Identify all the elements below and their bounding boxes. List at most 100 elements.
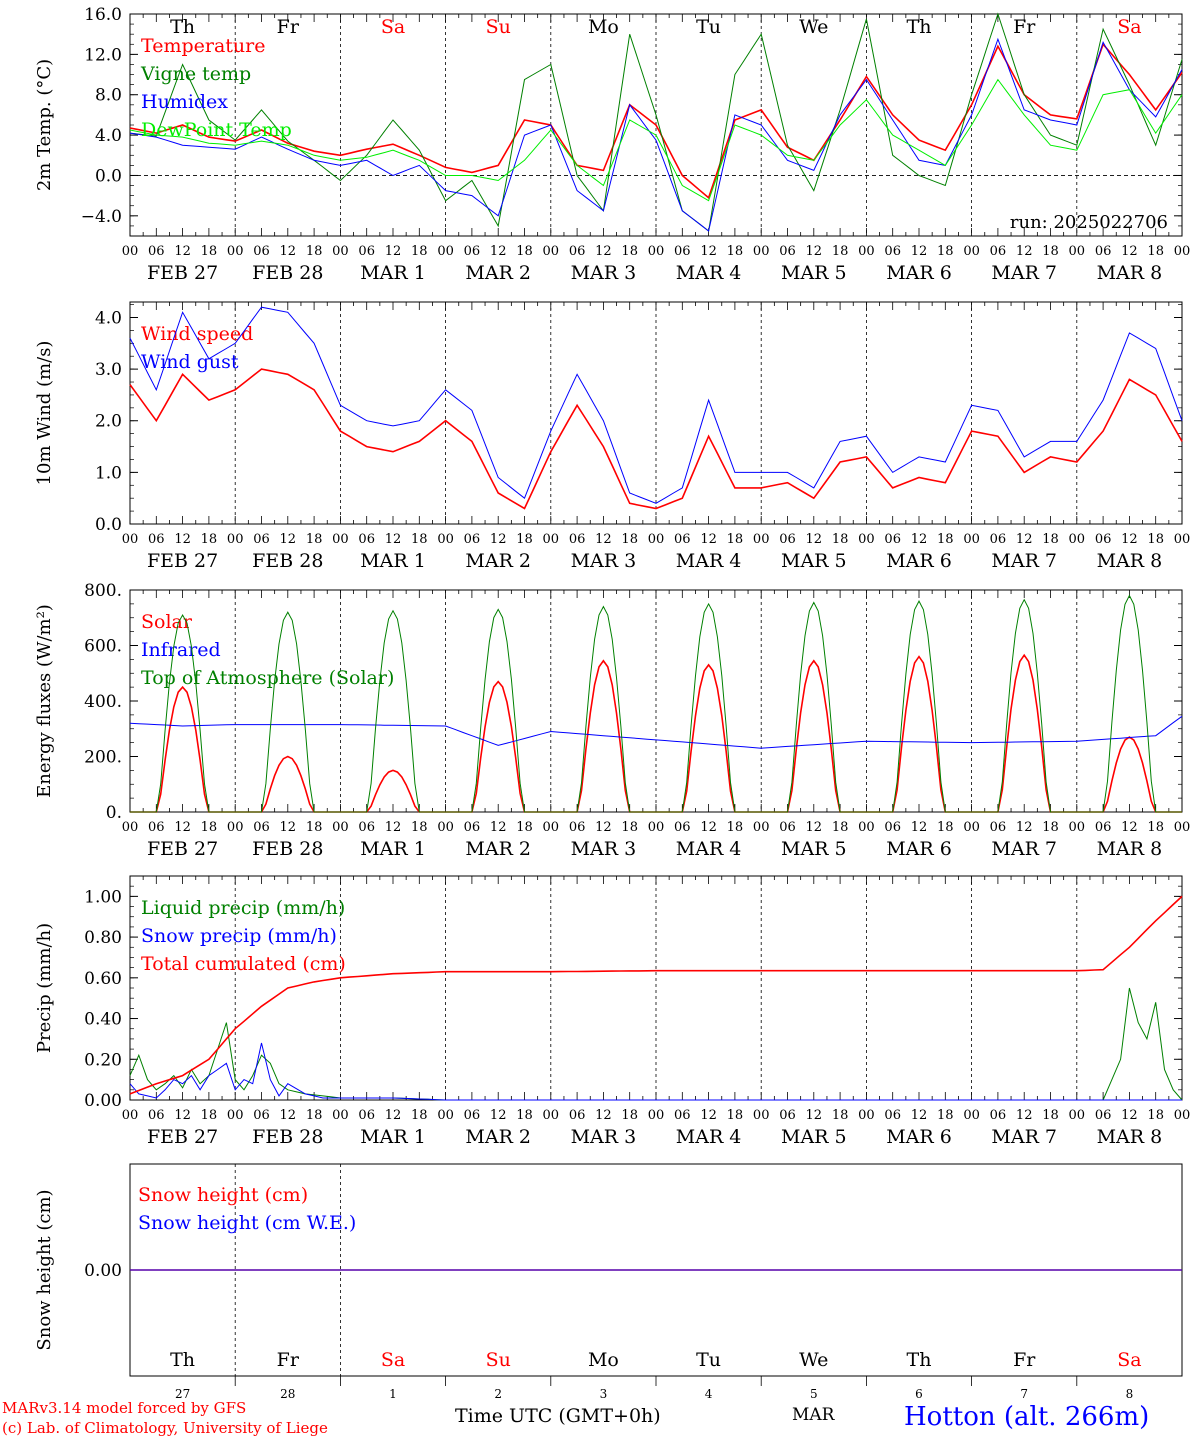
run-annotation: run: 2025022706 xyxy=(1010,212,1168,233)
hour-tick-label: 12 xyxy=(911,244,928,259)
hour-tick-label: 06 xyxy=(779,820,796,835)
hour-tick-label: 06 xyxy=(779,244,796,259)
hour-tick-label: 00 xyxy=(543,532,560,547)
date-label: MAR 3 xyxy=(571,262,637,284)
hour-tick-label: 00 xyxy=(332,820,349,835)
legend-label: Snow precip (mm/h) xyxy=(141,925,337,947)
date-label: MAR 6 xyxy=(886,1126,952,1148)
hour-tick-label: 00 xyxy=(963,820,980,835)
legend-label: Liquid precip (mm/h) xyxy=(141,897,345,919)
hour-tick-label: 00 xyxy=(437,532,454,547)
date-label: FEB 28 xyxy=(252,550,323,572)
date-label: MAR 1 xyxy=(360,838,426,860)
hour-tick-label: 00 xyxy=(858,532,875,547)
hour-tick-label: 18 xyxy=(1042,244,1059,259)
hour-tick-label: 12 xyxy=(1121,1108,1138,1123)
model-credit: MARv3.14 model forced by GFS xyxy=(2,1399,247,1417)
date-label: MAR 7 xyxy=(991,1126,1057,1148)
hour-tick-label: 12 xyxy=(280,244,297,259)
hour-tick-label: 06 xyxy=(1095,1108,1112,1123)
hour-tick-label: 06 xyxy=(148,244,165,259)
hour-tick-label: 06 xyxy=(464,244,481,259)
date-label: MAR 8 xyxy=(1097,838,1163,860)
hour-tick-label: 00 xyxy=(1174,820,1191,835)
hour-tick-label: 12 xyxy=(806,1108,823,1123)
y-tick-label: 0.80 xyxy=(84,928,122,948)
series-line xyxy=(129,1042,1182,1101)
hour-tick-label: 18 xyxy=(201,1108,218,1123)
hour-tick-label: 00 xyxy=(753,244,770,259)
hour-tick-label: 12 xyxy=(700,1108,717,1123)
date-label: FEB 28 xyxy=(252,838,323,860)
hour-tick-label: 06 xyxy=(253,820,270,835)
hour-tick-label: 18 xyxy=(621,244,638,259)
hour-tick-label: 06 xyxy=(569,532,586,547)
panel-1: −4.0 0.0 4.0 8.0 12.0 16.0 2m Temp. (°C) 00 06 12… xyxy=(34,5,1190,284)
hour-tick-label: 00 xyxy=(963,1108,980,1123)
hour-tick-label: 00 xyxy=(648,820,665,835)
hour-tick-label: 00 xyxy=(227,244,244,259)
hour-tick-label: 06 xyxy=(1095,532,1112,547)
hour-tick-label: 00 xyxy=(122,532,139,547)
hour-tick-label: 12 xyxy=(1016,532,1033,547)
hour-tick-label: 00 xyxy=(1174,1108,1191,1123)
hour-tick-label: 18 xyxy=(516,1108,533,1123)
x-axis-label: Time UTC (GMT+0h) xyxy=(455,1405,661,1427)
date-label: MAR 8 xyxy=(1097,1126,1163,1148)
hour-tick-label: 00 xyxy=(1069,1108,1086,1123)
day-number-label: 7 xyxy=(1020,1387,1028,1401)
hour-tick-label: 18 xyxy=(201,532,218,547)
y-tick-label: 0. xyxy=(106,803,122,823)
hour-tick-label: 00 xyxy=(543,1108,560,1123)
legend-label: Infrared xyxy=(141,639,221,661)
hour-tick-label: 18 xyxy=(201,244,218,259)
weekday-label: We xyxy=(799,16,828,38)
hour-tick-label: 00 xyxy=(227,1108,244,1123)
hour-tick-label: 12 xyxy=(280,820,297,835)
date-label: MAR 6 xyxy=(886,550,952,572)
legend-label: Solar xyxy=(141,611,193,633)
panel-3: 0. 200. 400. 600. 800. Energy fluxes (W/m²) 00… xyxy=(34,581,1190,860)
hour-tick-label: 18 xyxy=(1147,244,1164,259)
hour-tick-label: 12 xyxy=(911,820,928,835)
series-line xyxy=(130,594,1182,813)
legend-label: Snow height (cm W.E.) xyxy=(138,1212,356,1234)
hour-tick-label: 12 xyxy=(1016,244,1033,259)
date-label: FEB 27 xyxy=(147,262,218,284)
series-line xyxy=(129,895,1183,1095)
legend-label: Humidex xyxy=(141,91,228,113)
weekday-label: Fr xyxy=(277,1349,300,1371)
y-axis-label: 10m Wind (m/s) xyxy=(34,341,55,486)
series-line xyxy=(129,37,1183,232)
hour-tick-label: 00 xyxy=(122,820,139,835)
hour-tick-label: 18 xyxy=(832,820,849,835)
hour-tick-label: 12 xyxy=(280,532,297,547)
hour-tick-label: 12 xyxy=(700,532,717,547)
series-line xyxy=(129,306,1183,504)
hour-tick-label: 06 xyxy=(464,532,481,547)
hour-tick-label: 12 xyxy=(174,820,191,835)
lab-credit: (c) Lab. of Climatology, University of L… xyxy=(2,1419,328,1437)
y-tick-label: 3.0 xyxy=(95,360,122,380)
hour-tick-label: 18 xyxy=(727,532,744,547)
legend-label: Snow height (cm) xyxy=(138,1184,308,1206)
hour-tick-label: 06 xyxy=(674,244,691,259)
hour-tick-label: 00 xyxy=(963,532,980,547)
weekday-label: Su xyxy=(486,16,511,38)
hour-tick-label: 18 xyxy=(306,532,323,547)
date-label: MAR 4 xyxy=(676,550,742,572)
weekday-label: Th xyxy=(907,16,932,38)
weekday-label: Mo xyxy=(588,1349,619,1371)
hour-tick-label: 12 xyxy=(595,1108,612,1123)
date-label: FEB 27 xyxy=(147,1126,218,1148)
hour-tick-label: 12 xyxy=(174,244,191,259)
weekday-label: Th xyxy=(170,1349,195,1371)
date-label: MAR 1 xyxy=(360,262,426,284)
day-number-label: 8 xyxy=(1126,1387,1134,1401)
hour-tick-label: 06 xyxy=(779,532,796,547)
hour-tick-label: 00 xyxy=(122,1108,139,1123)
hour-tick-label: 00 xyxy=(122,244,139,259)
hour-tick-label: 12 xyxy=(595,244,612,259)
hour-tick-label: 18 xyxy=(937,244,954,259)
y-tick-label: 4.0 xyxy=(95,126,122,146)
